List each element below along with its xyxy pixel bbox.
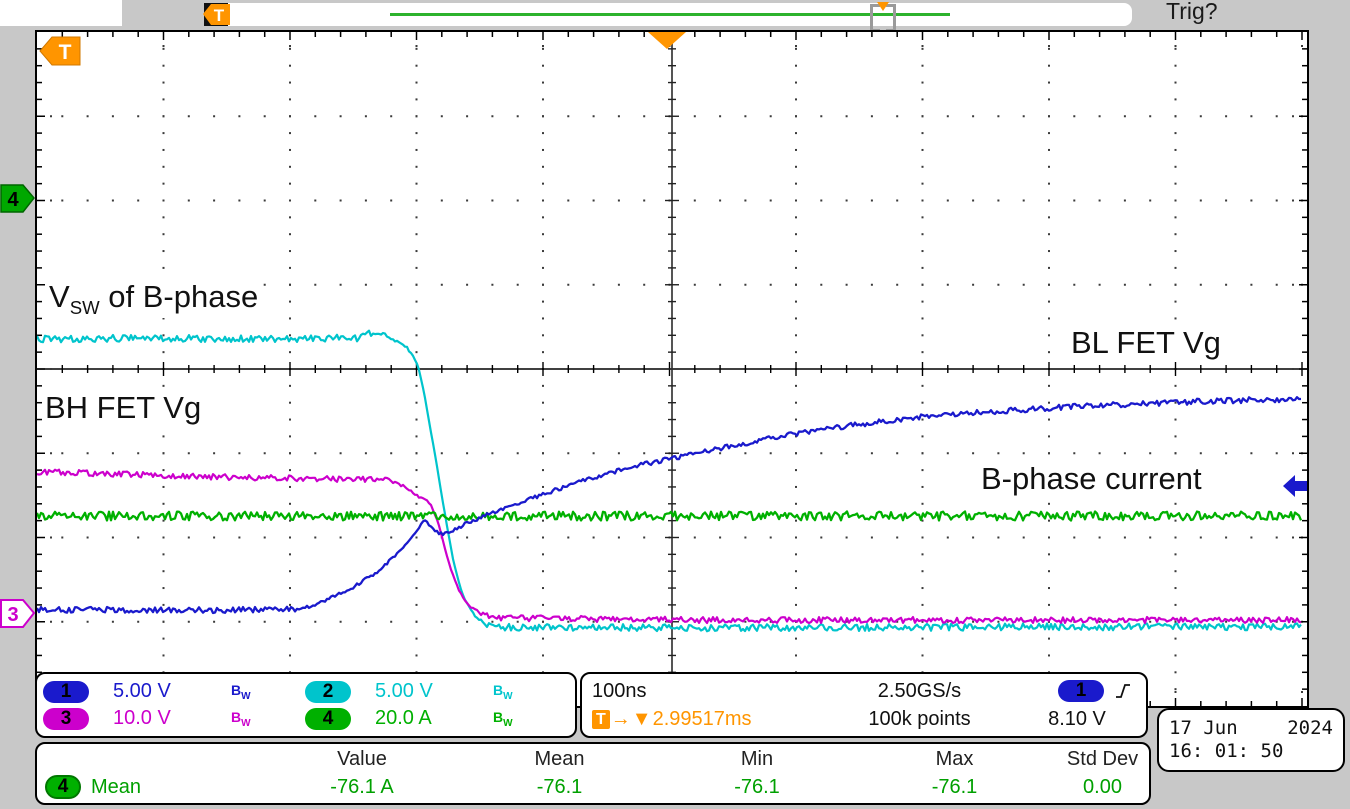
measurement-header-row: Value Mean Min Max Std Dev [37, 746, 1153, 774]
timebase-scale[interactable]: 100ns [592, 679, 647, 702]
header-stddev: Std Dev [1066, 748, 1139, 771]
header-min: Min [740, 748, 774, 771]
record-view-waveform-line [390, 13, 950, 16]
trace-ch4-b-phase-current [37, 510, 1303, 522]
channel3-badge[interactable]: 3 [43, 707, 89, 730]
trigger-source-badge[interactable]: 1 [1058, 680, 1104, 702]
graticule: T [35, 30, 1309, 708]
trigger-t-flag-topbar[interactable]: T [202, 2, 232, 27]
channel1-readout[interactable]: 1 5.00 V BW [43, 680, 305, 703]
record-length: 100k points [868, 707, 971, 730]
measurement-min: -76.1 [734, 775, 780, 798]
svg-text:4: 4 [7, 189, 19, 211]
measurement-channel-badge[interactable]: 4 [45, 775, 81, 800]
channel3-bandwidth-badge: BW [231, 708, 251, 729]
datetime-box: 17 Jun 2024 16: 01: 50 [1157, 708, 1345, 772]
measurement-max: -76.1 [931, 775, 978, 798]
channel4-scale: 20.0 A [375, 707, 432, 729]
channel1-badge[interactable]: 1 [43, 680, 89, 703]
channel3-scale: 10.0 V [113, 707, 171, 729]
rising-edge-icon [1116, 684, 1130, 698]
timebase-readout-box: 100ns 2.50GS/s 1 T → ▼ 2.99517ms 100k point… [580, 672, 1148, 738]
trigger-t-flag-graticule[interactable]: T [39, 36, 81, 66]
trigger-delay-readout[interactable]: T → ▼ 2.99517ms [592, 708, 817, 731]
label-bh-fet-vg: BH FET Vg [42, 391, 205, 425]
trigger-status-label: Trig? [1166, 0, 1218, 24]
svg-text:3: 3 [7, 604, 18, 626]
channel1-bandwidth-badge: BW [231, 681, 251, 702]
channel2-scale: 5.00 V [375, 680, 433, 702]
measurement-name: Mean [91, 775, 142, 798]
header-mean: Mean [534, 748, 585, 771]
channel4-badge[interactable]: 4 [305, 707, 351, 730]
label-bl-fet-vg: BL FET Vg [1068, 326, 1224, 360]
record-view-bar[interactable] [204, 2, 1132, 32]
trigger-position-marker-icon[interactable] [648, 32, 686, 49]
channel2-bandwidth-badge: BW [493, 681, 513, 702]
top-left-strip [0, 0, 122, 26]
measurement-mean: -76.1 [536, 775, 583, 798]
trigger-marker-icon: ▼ [631, 707, 652, 730]
svg-text:T: T [214, 6, 225, 25]
zoom-window-bracket[interactable] [870, 2, 896, 32]
measurement-box: Value Mean Min Max Std Dev 4 Mean -76.1 … [35, 742, 1151, 805]
channel2-readout[interactable]: 2 5.00 V BW [305, 680, 567, 703]
trace-ch2-vsw-b-phase [37, 329, 1302, 633]
trigger-position-icon [877, 2, 889, 11]
channel1-scale: 5.00 V [113, 680, 171, 702]
measurement-value: -76.1 A [330, 775, 394, 798]
waveform-traces [37, 329, 1303, 633]
channel4-bandwidth-badge: BW [493, 708, 513, 729]
sample-rate: 2.50GS/s [877, 679, 962, 702]
date-label: 17 Jun [1169, 717, 1238, 739]
header-value: Value [337, 748, 387, 771]
trace-ch1-bl-fet-vg [37, 396, 1301, 615]
grid-dots [37, 32, 1307, 706]
measurement-row[interactable]: 4 Mean -76.1 A -76.1 -76.1 -76.1 0.00 [37, 774, 1153, 802]
svg-text:T: T [59, 41, 72, 64]
channel3-readout[interactable]: 3 10.0 V BW [43, 707, 305, 730]
year-label: 2024 [1287, 717, 1333, 739]
channel4-position-marker[interactable]: 4 [0, 183, 36, 214]
trigger-level[interactable]: 8.10 V [1048, 707, 1106, 730]
channel4-readout[interactable]: 4 20.0 A BW [305, 707, 567, 730]
measurement-stddev: 0.00 [1083, 775, 1122, 798]
channel-readout-box: 1 5.00 V BW 2 5.00 V BW 3 10.0 V BW 4 20… [35, 672, 577, 738]
channel3-position-marker[interactable]: 3 [0, 598, 36, 629]
arrow-right-icon: → [610, 707, 631, 730]
label-vsw-b-phase: VSW of B-phase [46, 280, 262, 318]
label-b-phase-current: B-phase current [978, 462, 1205, 496]
header-max: Max [935, 748, 974, 771]
trace-ch3-bh-fet-vg [37, 468, 1302, 625]
channel2-badge[interactable]: 2 [305, 680, 351, 703]
trigger-t-icon: T [592, 709, 610, 729]
trigger-level-arrow-icon[interactable] [1283, 475, 1307, 497]
time-label: 16: 01: 50 [1169, 740, 1284, 762]
